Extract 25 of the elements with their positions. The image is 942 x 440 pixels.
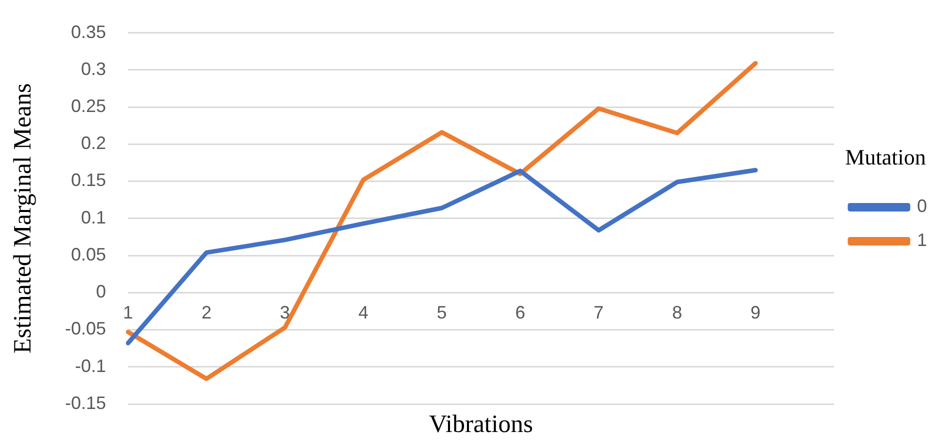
x-tick-label: 1 — [123, 302, 134, 323]
y-tick-label: 0.1 — [80, 207, 106, 228]
x-tick-label: 9 — [750, 302, 761, 323]
legend-label: 0 — [916, 196, 928, 216]
y-tick-label: 0.2 — [80, 133, 106, 154]
y-tick-label: -0.05 — [64, 318, 106, 339]
x-tick-label: 7 — [594, 302, 604, 323]
y-tick-label: 0.05 — [70, 244, 106, 264]
y-tick-label: 0.15 — [70, 170, 106, 190]
x-tick-label: 3 — [280, 302, 290, 323]
y-axis-title: Estimated Marginal Means — [10, 83, 37, 354]
y-tick-label: 0.3 — [80, 58, 106, 79]
x-tick-label: 5 — [436, 302, 447, 323]
legend-title: Mutation — [845, 144, 926, 170]
x-axis-title: Vibrations — [428, 411, 534, 438]
x-tick-label: 6 — [515, 302, 526, 323]
x-tick-label: 8 — [672, 302, 682, 323]
y-tick-label: -0.1 — [74, 356, 106, 376]
x-tick-label: 4 — [358, 302, 368, 323]
legend-label: 1 — [916, 230, 928, 250]
y-tick-label: 0.25 — [70, 96, 106, 116]
y-tick-label: -0.15 — [64, 392, 106, 413]
y-tick-label: 0.35 — [70, 22, 106, 42]
x-tick-label: 2 — [201, 302, 212, 323]
y-tick-label: 0 — [96, 282, 106, 302]
